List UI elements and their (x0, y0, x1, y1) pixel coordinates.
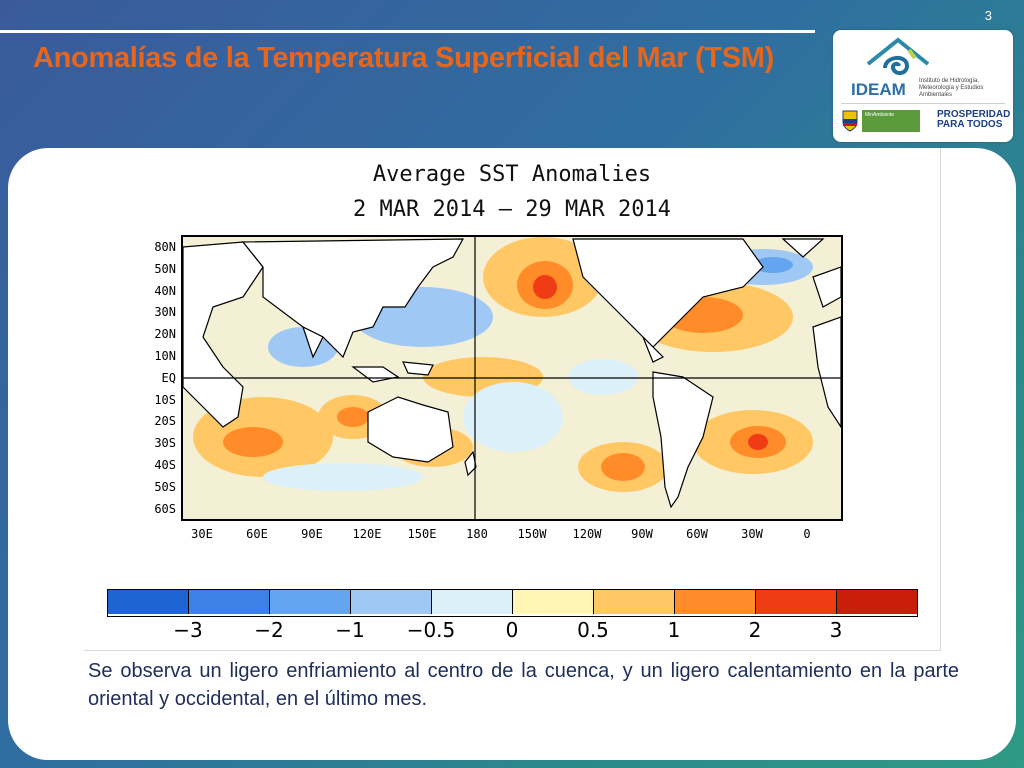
lat-label: 30N (154, 305, 176, 320)
colombia-shield-icon (842, 110, 858, 132)
lon-label: 150W (517, 527, 547, 541)
lon-label: 60W (686, 527, 708, 541)
sst-anomaly-map (181, 235, 843, 521)
continents (183, 238, 841, 509)
slide-title: Anomalías de la Temperatura Superficial … (33, 42, 774, 74)
colorbar-cell (837, 590, 917, 614)
colorbar-cell (594, 590, 675, 614)
colorbar-label: −1 (335, 618, 365, 642)
colorbar-label: −3 (173, 618, 203, 642)
lon-label: 180 (466, 527, 488, 541)
lat-label: 20N (154, 327, 176, 342)
lat-label: 10S (154, 392, 176, 407)
colorbar-cell (189, 590, 270, 614)
lat-label: 20S (154, 414, 176, 429)
colorbar-cell (513, 590, 594, 614)
ministry-logo: MinAmbiente (862, 110, 920, 132)
lat-label: 40N (154, 283, 176, 298)
colorbar-label: 0 (505, 618, 519, 642)
lon-label: 90W (631, 527, 653, 541)
ideam-logo-subtitle: Instituto de Hidrología, Meteorología y … (919, 78, 984, 98)
ideam-logo-name: IDEAM (851, 80, 906, 99)
ideam-emblem-icon (866, 37, 930, 75)
colorbar-label: −0.5 (406, 618, 456, 642)
lat-label: EQ (161, 370, 176, 385)
logo-divider (841, 103, 1005, 104)
lat-label: 30S (154, 436, 176, 451)
colorbar-cell (432, 590, 513, 614)
colorbar-label: 2 (748, 618, 762, 642)
colorbar-label: −2 (254, 618, 284, 642)
lon-label: 150E (407, 527, 437, 541)
lat-label: 50N (154, 261, 176, 276)
lat-label: 60S (154, 501, 176, 516)
colorbar (107, 589, 918, 617)
colorbar-cell (351, 590, 432, 614)
title-rule (0, 30, 815, 33)
slide-number: 3 (984, 8, 992, 23)
colorbar-label: 3 (829, 618, 843, 642)
map-title-line1: Average SST Anomalies (372, 162, 652, 187)
lon-label: 120W (572, 527, 602, 541)
colorbar-cell (108, 590, 189, 614)
lat-label: 80N (154, 240, 176, 254)
map-title-line2: 2 MAR 2014 – 29 MAR 2014 (353, 197, 671, 222)
ideam-logo: IDEAM Instituto de Hidrología, Meteorolo… (833, 30, 1013, 142)
sst-anomaly-field (183, 237, 841, 519)
lon-label: 0 (803, 527, 811, 541)
lon-label: 60E (246, 527, 268, 541)
lon-label: 120E (352, 527, 382, 541)
lat-label: 50S (154, 479, 176, 494)
prosperidad-logo: PROSPERIDAD PARA TODOS (937, 109, 1011, 130)
lat-label: 10N (154, 349, 176, 363)
colorbar-label: 1 (667, 618, 681, 642)
slide-body-text: Se observa un ligero enfriamiento al cen… (88, 660, 959, 710)
lon-label: 30W (741, 527, 763, 541)
lat-label: 40S (154, 458, 176, 472)
lon-label: 90E (301, 527, 323, 541)
colorbar-cell (675, 590, 756, 614)
colorbar-label: 0.5 (577, 618, 609, 642)
lon-label: 30E (191, 527, 213, 541)
colorbar-cell (756, 590, 837, 614)
colorbar-cell (270, 590, 351, 614)
